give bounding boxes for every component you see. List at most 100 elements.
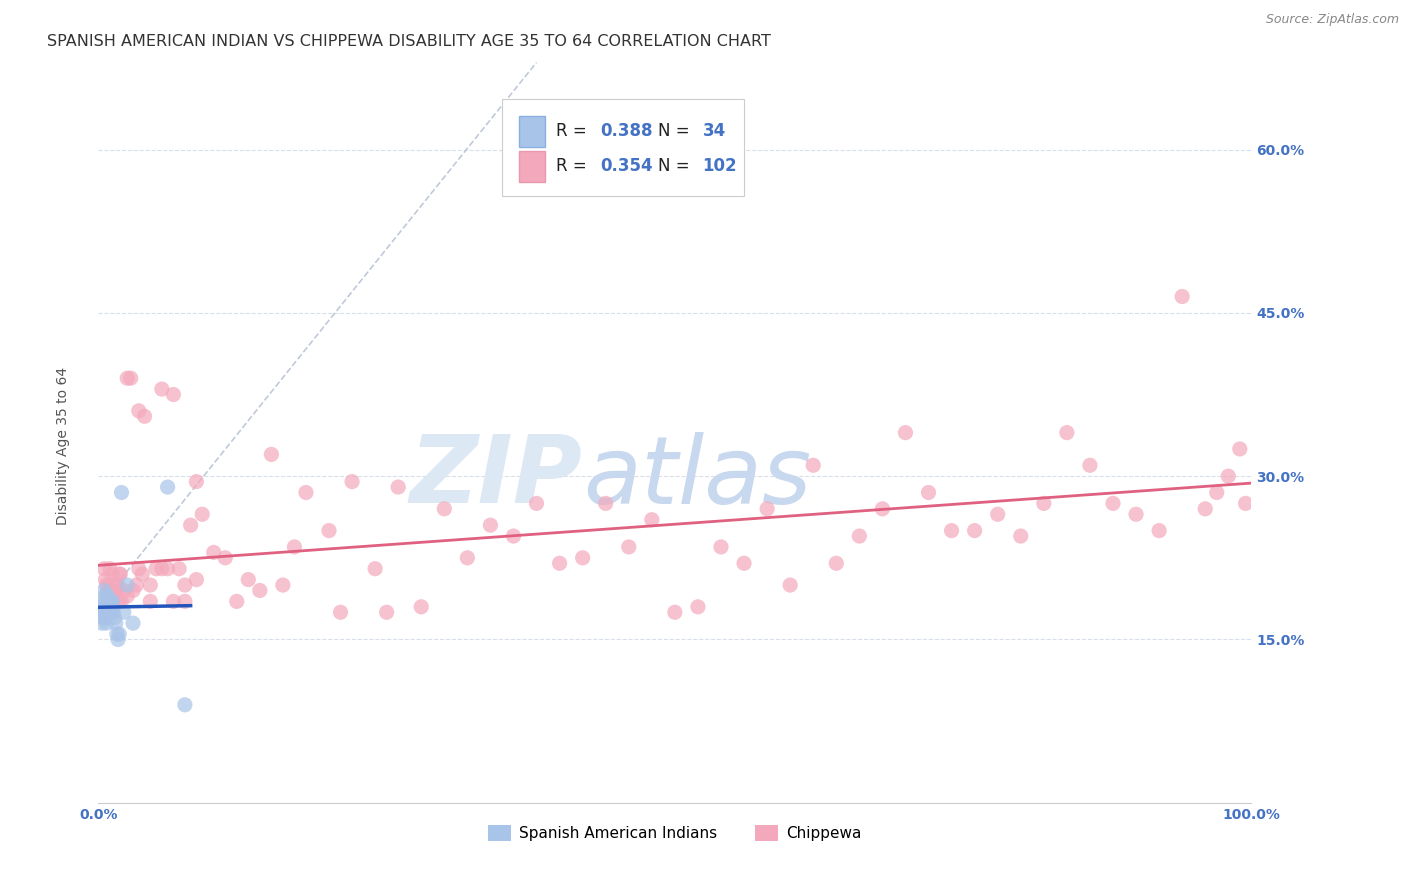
Point	[1218, 469, 1240, 483]
Point	[91, 599, 114, 614]
Point	[112, 605, 135, 619]
Point	[97, 605, 120, 619]
Point	[825, 556, 848, 570]
Point	[91, 611, 114, 625]
Point	[283, 540, 305, 554]
Point	[664, 605, 686, 619]
Point	[1125, 508, 1147, 522]
Point	[238, 573, 260, 587]
Point	[225, 594, 247, 608]
Point	[295, 485, 318, 500]
Text: 34: 34	[703, 122, 725, 140]
Point	[98, 562, 121, 576]
Point	[97, 583, 120, 598]
Point	[1010, 529, 1032, 543]
Text: Disability Age 35 to 64: Disability Age 35 to 64	[56, 367, 70, 525]
Point	[180, 518, 202, 533]
Point	[329, 605, 352, 619]
Point	[364, 562, 387, 576]
Point	[186, 573, 208, 587]
Point	[93, 562, 115, 576]
Point	[117, 589, 139, 603]
Point	[112, 583, 135, 598]
Point	[100, 594, 122, 608]
Point	[249, 583, 271, 598]
Point	[502, 529, 524, 543]
Point	[105, 583, 128, 598]
Point	[167, 562, 190, 576]
Point	[94, 589, 117, 603]
Text: R =: R =	[557, 157, 592, 175]
Point	[145, 562, 167, 576]
Point	[1032, 496, 1054, 510]
Point	[848, 529, 870, 543]
Point	[139, 594, 162, 608]
Point	[186, 475, 208, 489]
Point	[174, 698, 197, 712]
Point	[97, 599, 120, 614]
Point	[117, 578, 139, 592]
Point	[117, 371, 139, 385]
Point	[91, 611, 114, 625]
Point	[101, 567, 124, 582]
Point	[963, 524, 986, 538]
Text: Source: ZipAtlas.com: Source: ZipAtlas.com	[1265, 13, 1399, 27]
Point	[917, 485, 939, 500]
Point	[94, 611, 117, 625]
Point	[260, 447, 283, 461]
Point	[686, 599, 709, 614]
Point	[987, 508, 1010, 522]
Point	[90, 616, 112, 631]
Point	[139, 578, 162, 592]
FancyBboxPatch shape	[519, 151, 544, 182]
Point	[103, 583, 125, 598]
Point	[94, 573, 117, 587]
Point	[779, 578, 801, 592]
Point	[98, 605, 121, 619]
Point	[128, 404, 150, 418]
Point	[191, 508, 214, 522]
Point	[479, 518, 502, 533]
Point	[756, 501, 779, 516]
Point	[120, 371, 142, 385]
Point	[134, 409, 156, 424]
Point	[107, 578, 129, 592]
Point	[571, 550, 593, 565]
Text: atlas: atlas	[582, 432, 811, 523]
Point	[894, 425, 917, 440]
Point	[93, 594, 115, 608]
Point	[104, 578, 127, 592]
Point	[214, 550, 236, 565]
Point	[941, 524, 963, 538]
Point	[90, 605, 112, 619]
Text: N =: N =	[658, 122, 695, 140]
Text: R =: R =	[557, 122, 592, 140]
Point	[90, 605, 112, 619]
Point	[96, 616, 118, 631]
Point	[548, 556, 571, 570]
Point	[595, 496, 617, 510]
Point	[387, 480, 409, 494]
FancyBboxPatch shape	[502, 99, 744, 195]
Point	[96, 578, 118, 592]
Point	[156, 480, 179, 494]
Text: ZIP: ZIP	[409, 431, 582, 523]
Point	[98, 594, 121, 608]
Point	[162, 387, 184, 401]
Point	[97, 594, 120, 608]
Point	[526, 496, 548, 510]
Point	[103, 605, 125, 619]
Point	[872, 501, 894, 516]
Point	[801, 458, 824, 473]
Point	[107, 632, 129, 647]
Point	[93, 583, 115, 598]
Legend: Spanish American Indians, Chippewa: Spanish American Indians, Chippewa	[482, 819, 868, 847]
Point	[103, 594, 125, 608]
Point	[96, 605, 118, 619]
Point	[1147, 524, 1170, 538]
Point	[1056, 425, 1078, 440]
Point	[1229, 442, 1251, 456]
Point	[94, 599, 117, 614]
Point	[156, 562, 179, 576]
Point	[110, 485, 132, 500]
